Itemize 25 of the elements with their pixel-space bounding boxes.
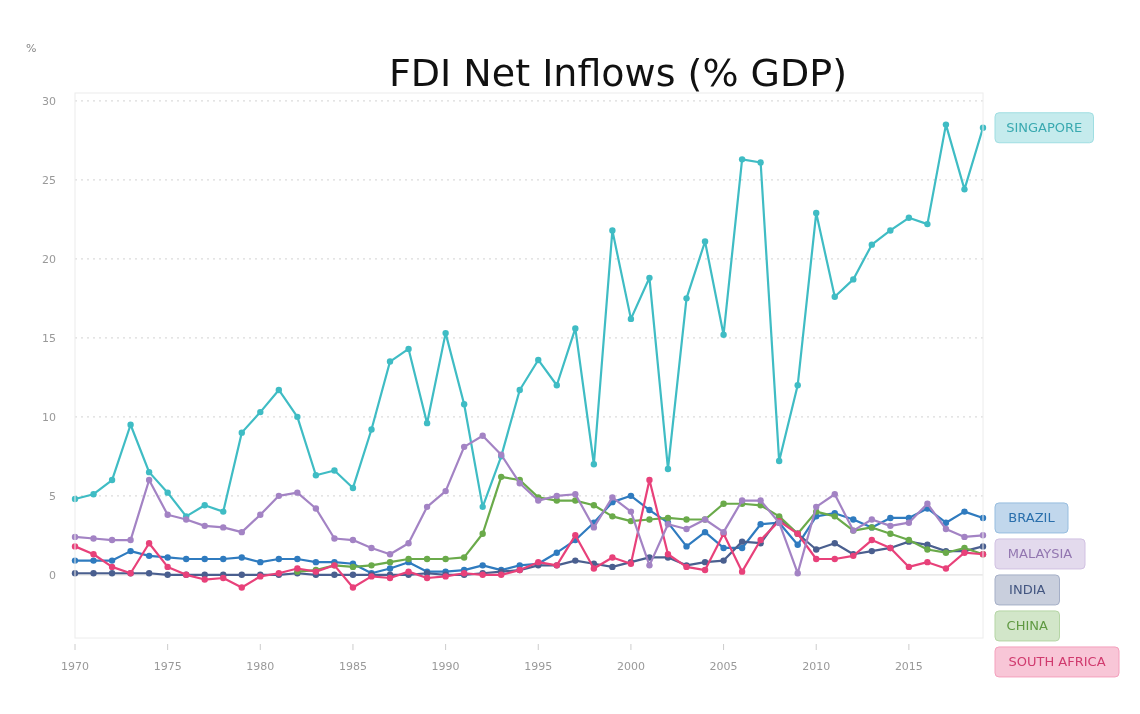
x-tick-label: 1995 [524, 660, 553, 673]
y-axis-title: % [26, 42, 37, 55]
chart-title: FDI Net Inflows (% GDP) [388, 51, 848, 95]
x-tick-label: 2000 [616, 660, 645, 673]
text: INDIA [1009, 582, 1046, 598]
y-tick-label: 0 [49, 568, 56, 582]
y-tick-label: 30 [42, 94, 56, 108]
x-tick-label: 2015 [894, 660, 923, 673]
series-label: BRAZIL [1008, 510, 1056, 526]
x-tick-label: 1985 [338, 660, 367, 673]
x-tick-label: 1970 [61, 660, 89, 673]
x-tick-label: 1975 [153, 660, 182, 673]
series-label: SINGAPORE [1006, 120, 1083, 136]
x-tick-label: 1980 [246, 660, 275, 673]
y-tick-label: 15 [42, 331, 56, 345]
y-tick-label: 20 [42, 252, 56, 266]
text: CHINA [1006, 618, 1048, 634]
text: SOUTH AFRICA [1008, 654, 1106, 670]
x-tick-label: 2005 [709, 660, 738, 673]
y-tick-label: 5 [49, 489, 56, 503]
series-label: MALAYSIA [1007, 546, 1073, 562]
x-tick-label: 1990 [431, 660, 460, 673]
x-tick-label: 2010 [802, 660, 831, 673]
y-tick-label: 25 [42, 173, 56, 187]
y-tick-label: 10 [42, 410, 56, 424]
